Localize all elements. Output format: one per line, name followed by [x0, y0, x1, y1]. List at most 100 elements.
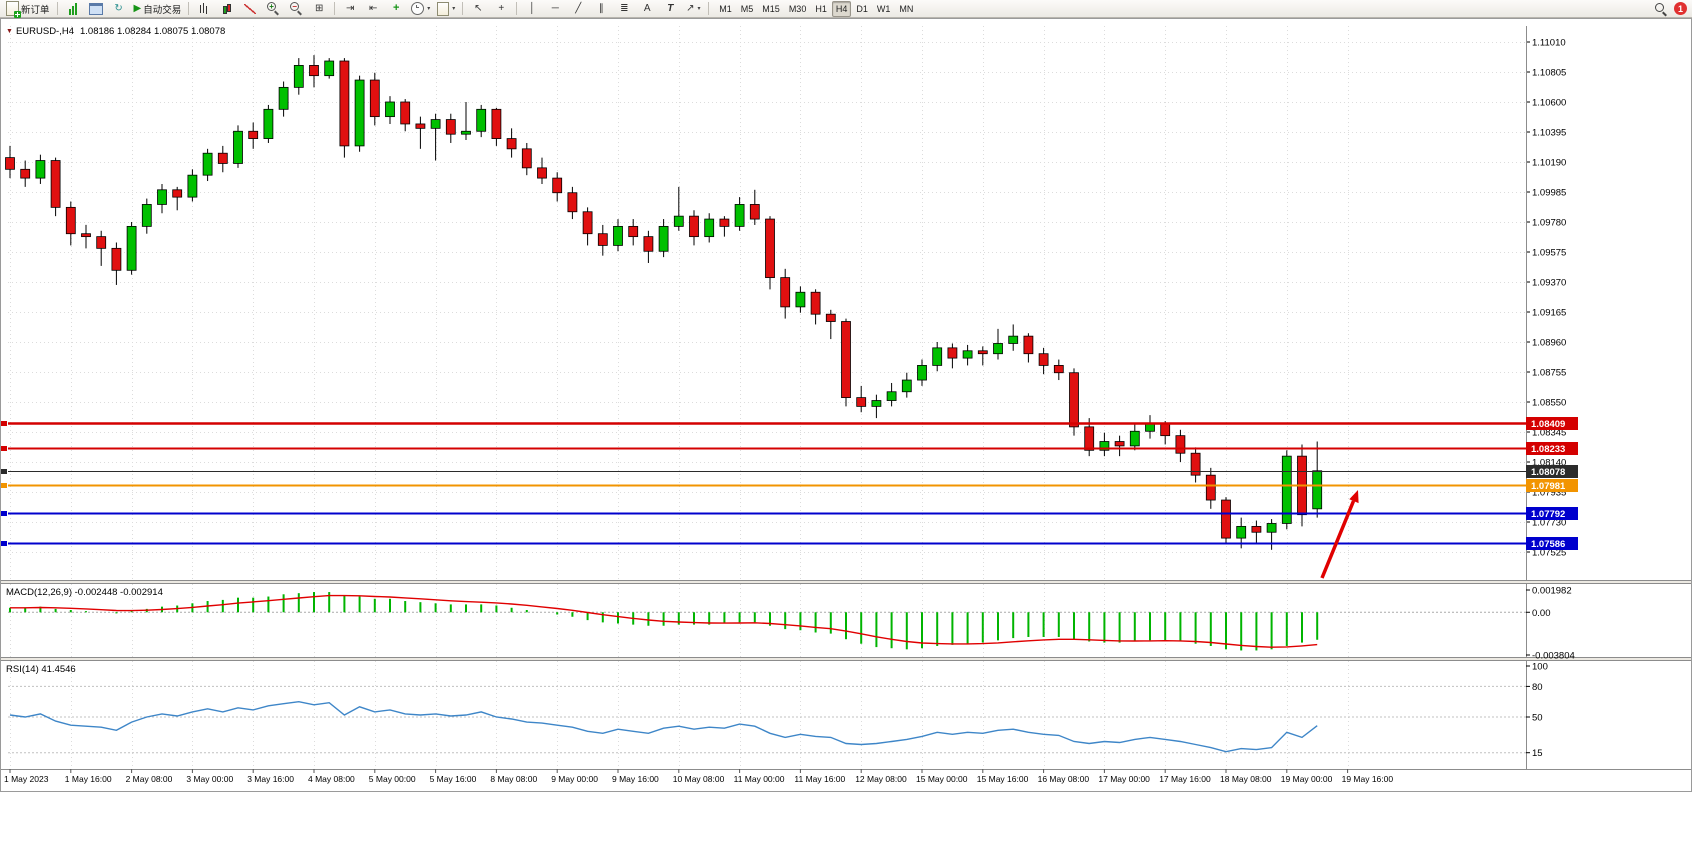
- candlestick-style-button[interactable]: [216, 0, 238, 18]
- arrows-button[interactable]: ↗ ▾: [682, 0, 704, 18]
- cursor-button[interactable]: ↖: [467, 0, 489, 18]
- timeframe-button-d1[interactable]: D1: [856, 3, 868, 14]
- price-badge: [1526, 417, 1578, 430]
- auto-scroll-icon: ⇥: [346, 2, 355, 14]
- fibonacci-icon: ≣: [620, 2, 629, 14]
- svg-text:1.07730: 1.07730: [1532, 518, 1566, 529]
- horizontal-line-1.07981[interactable]: 1.07981: [0, 479, 1578, 492]
- notification-badge[interactable]: 1: [1674, 2, 1687, 15]
- charts-list-button[interactable]: [62, 0, 84, 18]
- panel-splitter[interactable]: [0, 580, 1692, 584]
- candle: [263, 108, 274, 139]
- timeframe-button-h1[interactable]: H1: [815, 3, 827, 14]
- hline-left-marker[interactable]: [0, 483, 7, 488]
- cursor-icon: ↖: [474, 2, 483, 14]
- refresh-button[interactable]: ↻: [108, 0, 130, 18]
- candle: [415, 123, 426, 129]
- candle: [20, 168, 31, 179]
- price-badge: [1526, 442, 1578, 455]
- candle: [202, 152, 213, 176]
- vertical-line-icon: │: [529, 2, 536, 14]
- candle: [157, 189, 167, 205]
- price-badge: [1526, 537, 1578, 550]
- vertical-line-button[interactable]: │: [521, 0, 543, 18]
- tile-windows-button[interactable]: ⊞: [308, 0, 330, 18]
- clock-icon: [411, 2, 425, 15]
- svg-text:8 May 08:00: 8 May 08:00: [490, 774, 537, 784]
- candle: [141, 204, 152, 227]
- chart-shift-button[interactable]: ⇤: [362, 0, 384, 18]
- candle: [369, 79, 380, 118]
- autotrading-button[interactable]: ▶ 自动交易: [131, 0, 185, 18]
- hline-left-marker[interactable]: [0, 446, 7, 451]
- candle: [1281, 455, 1292, 524]
- candle: [1099, 441, 1110, 451]
- zoom-in-button[interactable]: +: [262, 0, 284, 18]
- candle: [1251, 525, 1262, 533]
- price-badge: [1526, 507, 1578, 520]
- hline-left-marker[interactable]: [0, 511, 7, 516]
- zoom-out-icon: −: [289, 2, 303, 15]
- new-order-button[interactable]: 新订单: [3, 0, 53, 18]
- profiles-button[interactable]: [85, 0, 107, 18]
- indicators-button[interactable]: +: [385, 0, 407, 18]
- svg-text:19 May 00:00: 19 May 00:00: [1281, 774, 1333, 784]
- timeframe-button-mn[interactable]: MN: [899, 3, 914, 14]
- chart-shift-icon: ⇤: [369, 2, 378, 14]
- svg-text:1.11010: 1.11010: [1532, 38, 1566, 49]
- ohlc-bars-style-button[interactable]: [193, 0, 215, 18]
- timeframe-button-m15[interactable]: M15: [762, 3, 780, 14]
- timeframe-button-m30[interactable]: M30: [788, 3, 807, 14]
- horizontal-line-1.07586[interactable]: 1.07586: [0, 537, 1578, 550]
- text-button[interactable]: A: [636, 0, 658, 18]
- macd-axis-label: 0.00: [1532, 608, 1551, 619]
- macd-axis-label: -0.003804: [1532, 651, 1575, 662]
- line-style-button[interactable]: [239, 0, 261, 18]
- symbol-dropdown-icon[interactable]: ▼: [6, 28, 13, 35]
- trendline-button[interactable]: ╱: [567, 0, 589, 18]
- horizontal-line-1.08233[interactable]: 1.08233: [0, 442, 1578, 455]
- candle: [1084, 426, 1095, 451]
- text-icon: A: [643, 2, 651, 14]
- periods-button[interactable]: ▾: [408, 0, 433, 18]
- hline-left-marker[interactable]: [0, 421, 7, 426]
- timeframe-button-m1[interactable]: M1: [719, 3, 732, 14]
- toolbar-separator: [56, 2, 58, 15]
- auto-scroll-button[interactable]: ⇥: [339, 0, 361, 18]
- svg-text:17 May 16:00: 17 May 16:00: [1159, 774, 1211, 784]
- dropdown-icon: ▾: [427, 5, 431, 12]
- candle: [354, 79, 365, 147]
- crosshair-button[interactable]: +: [490, 0, 512, 18]
- dropdown-icon: ▾: [697, 5, 701, 12]
- hline-left-marker[interactable]: [0, 541, 7, 546]
- panel-splitter[interactable]: [0, 657, 1692, 661]
- hline-left-marker[interactable]: [0, 469, 7, 474]
- svg-text:1.07981: 1.07981: [1531, 481, 1566, 492]
- horizontal-line-button[interactable]: ─: [544, 0, 566, 18]
- timeframe-button-h4[interactable]: H4: [831, 0, 852, 17]
- candle: [324, 60, 335, 77]
- search-button[interactable]: [1649, 0, 1671, 18]
- zoom-out-button[interactable]: −: [285, 0, 307, 18]
- text-label-button[interactable]: T: [659, 0, 681, 18]
- candle: [1236, 525, 1247, 539]
- candle: [172, 189, 183, 198]
- svg-text:2 May 08:00: 2 May 08:00: [126, 774, 173, 784]
- timeframe-button-w1[interactable]: W1: [876, 3, 891, 14]
- horizontal-line-1.08078[interactable]: 1.08078: [0, 465, 1578, 478]
- trend-arrow[interactable]: [1320, 490, 1359, 579]
- candle: [795, 291, 806, 308]
- horizontal-line-1.08409[interactable]: 1.08409: [0, 417, 1578, 430]
- fibonacci-button[interactable]: ≣: [613, 0, 635, 18]
- candle: [1129, 430, 1140, 447]
- svg-text:17 May 00:00: 17 May 00:00: [1098, 774, 1150, 784]
- candle: [521, 148, 532, 169]
- templates-button[interactable]: ▾: [434, 0, 458, 18]
- svg-text:11 May 16:00: 11 May 16:00: [794, 774, 845, 784]
- price-badge: [1526, 465, 1578, 478]
- horizontal-line-1.07792[interactable]: 1.07792: [0, 507, 1578, 520]
- channel-button[interactable]: ∥: [590, 0, 612, 18]
- timeframe-button-m5[interactable]: M5: [740, 3, 754, 14]
- candle: [825, 313, 836, 322]
- svg-text:1.07586: 1.07586: [1531, 539, 1565, 550]
